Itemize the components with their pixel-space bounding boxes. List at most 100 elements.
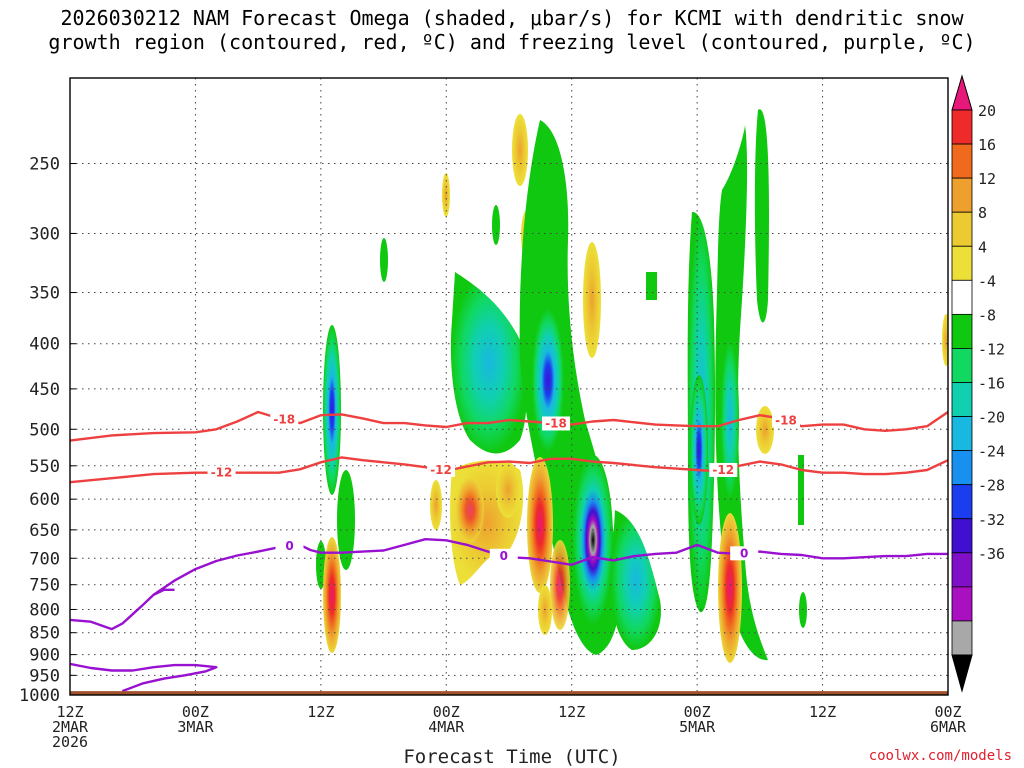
colorbar-label: -8 bbox=[978, 306, 996, 324]
colorbar-label: 8 bbox=[978, 204, 987, 222]
omega-cell-positive bbox=[442, 173, 450, 217]
omega-cell-negative bbox=[799, 592, 807, 628]
colorbar-label: 20 bbox=[978, 102, 996, 120]
colorbar-arrow-bottom bbox=[951, 654, 973, 693]
colorbar-label: 16 bbox=[978, 136, 996, 154]
y-tick-label: 900 bbox=[29, 646, 60, 666]
x-tick-label: 00Z bbox=[433, 703, 460, 721]
contour-label-bg bbox=[427, 462, 456, 477]
y-axis: 2503003504004505005506006507007508008509… bbox=[19, 155, 76, 706]
contour-label: -12 bbox=[430, 463, 452, 477]
x-tick-label: 6MAR bbox=[930, 718, 967, 736]
colorbar-label: -28 bbox=[978, 477, 1005, 495]
colorbar-segment bbox=[951, 586, 973, 622]
y-tick-label: 1000 bbox=[19, 686, 60, 706]
contour-label: 0 bbox=[500, 549, 508, 563]
contour-label: -18 bbox=[775, 413, 797, 427]
contour-line bbox=[70, 662, 218, 693]
x-tick-label: 3MAR bbox=[177, 718, 214, 736]
contour-label: -18 bbox=[545, 416, 567, 430]
omega-cell-negative bbox=[690, 375, 708, 525]
colorbar-segment bbox=[951, 348, 973, 383]
x-tick-label: 2026 bbox=[52, 733, 88, 751]
chart-title-line-2: growth region (contoured, red, ºC) and f… bbox=[48, 30, 976, 54]
y-tick-label: 800 bbox=[29, 600, 60, 620]
x-tick-label: 2MAR bbox=[52, 718, 89, 736]
colorbar-label: -20 bbox=[978, 409, 1005, 427]
omega-cell-positive bbox=[512, 114, 528, 186]
colorbar-segment bbox=[951, 177, 973, 213]
colorbar-label: -4 bbox=[978, 272, 996, 290]
colorbar-segment bbox=[951, 109, 973, 145]
terrain bbox=[70, 691, 948, 695]
colorbar-label: -32 bbox=[978, 511, 1005, 529]
omega-cell-positive bbox=[583, 242, 601, 358]
colorbar-label: -12 bbox=[978, 340, 1005, 358]
contour-line bbox=[70, 456, 948, 484]
y-tick-label: 650 bbox=[29, 521, 60, 541]
omega-cell-negative bbox=[323, 325, 341, 495]
x-tick-label: 12Z bbox=[307, 703, 334, 721]
colorbar-label: -36 bbox=[978, 545, 1005, 563]
omega-cell-positive bbox=[430, 480, 442, 530]
plot-frame bbox=[69, 77, 949, 696]
y-tick-label: 350 bbox=[29, 284, 60, 304]
x-axis-title: Forecast Time (UTC) bbox=[403, 746, 621, 768]
omega-cell-negative bbox=[337, 470, 355, 570]
x-tick-label: 00Z bbox=[182, 703, 209, 721]
credit-link[interactable]: coolwx.com/models bbox=[868, 748, 1012, 764]
y-tick-label: 400 bbox=[29, 335, 60, 355]
omega-cell-negative bbox=[646, 272, 657, 300]
omega-cell-negative bbox=[573, 455, 613, 625]
contour-label-bg bbox=[489, 548, 518, 563]
omega-cell-positive bbox=[550, 540, 570, 630]
contour-label-bg bbox=[542, 416, 571, 431]
contour-label: -18 bbox=[273, 413, 295, 427]
omega-cell-negative bbox=[450, 272, 527, 454]
contour-label: -12 bbox=[712, 463, 734, 477]
colorbar-label: 12 bbox=[978, 170, 996, 188]
omega-cell-positive bbox=[756, 406, 774, 454]
chart-title: 2026030212 NAM Forecast Omega (shaded, μ… bbox=[0, 6, 1024, 54]
y-tick-label: 450 bbox=[29, 380, 60, 400]
y-tick-label: 600 bbox=[29, 490, 60, 510]
omega-cell-positive bbox=[718, 513, 742, 663]
contour-label: 0 bbox=[285, 539, 293, 553]
chart-title-line-1: 2026030212 NAM Forecast Omega (shaded, μ… bbox=[60, 6, 964, 30]
contour-label-bg bbox=[275, 539, 304, 554]
y-tick-label: 300 bbox=[29, 224, 60, 244]
terrain-fill bbox=[70, 691, 948, 695]
colorbar-segment bbox=[951, 552, 973, 588]
contour-lines: -18 -18 -18 -12 -12 -12 0 0 0 bbox=[70, 410, 948, 693]
contour-label: -12 bbox=[211, 466, 233, 480]
omega-cell-positive bbox=[527, 457, 553, 593]
omega-cell-negative bbox=[492, 205, 500, 245]
colorbar-segment bbox=[951, 450, 973, 486]
x-tick-label: 12Z bbox=[809, 703, 836, 721]
omega-cell-positive bbox=[323, 537, 341, 653]
omega-cell-negative bbox=[798, 455, 804, 525]
x-tick-label: 00Z bbox=[684, 703, 711, 721]
omega-cell-negative bbox=[610, 510, 661, 650]
omega-cell-negative bbox=[754, 109, 769, 323]
y-tick-label: 950 bbox=[29, 666, 60, 686]
contour-line bbox=[70, 588, 175, 631]
colorbar-label: -16 bbox=[978, 375, 1005, 393]
y-tick-label: 500 bbox=[29, 420, 60, 440]
x-tick-label: 12Z bbox=[56, 703, 83, 721]
omega-cell-positive bbox=[496, 462, 520, 518]
colorbar-segment bbox=[951, 143, 973, 179]
y-tick-label: 700 bbox=[29, 549, 60, 569]
omega-cell-positive bbox=[942, 314, 948, 366]
colorbar-segment bbox=[951, 416, 973, 452]
colorbar-segment bbox=[951, 211, 973, 247]
contour-label: 0 bbox=[740, 546, 748, 560]
y-tick-label: 550 bbox=[29, 457, 60, 477]
omega-cell-negative bbox=[721, 340, 739, 500]
x-tick-label: 5MAR bbox=[679, 718, 716, 736]
y-tick-label: 250 bbox=[29, 155, 60, 175]
contour-label-bg bbox=[771, 413, 800, 428]
colorbar-segment bbox=[951, 484, 973, 520]
